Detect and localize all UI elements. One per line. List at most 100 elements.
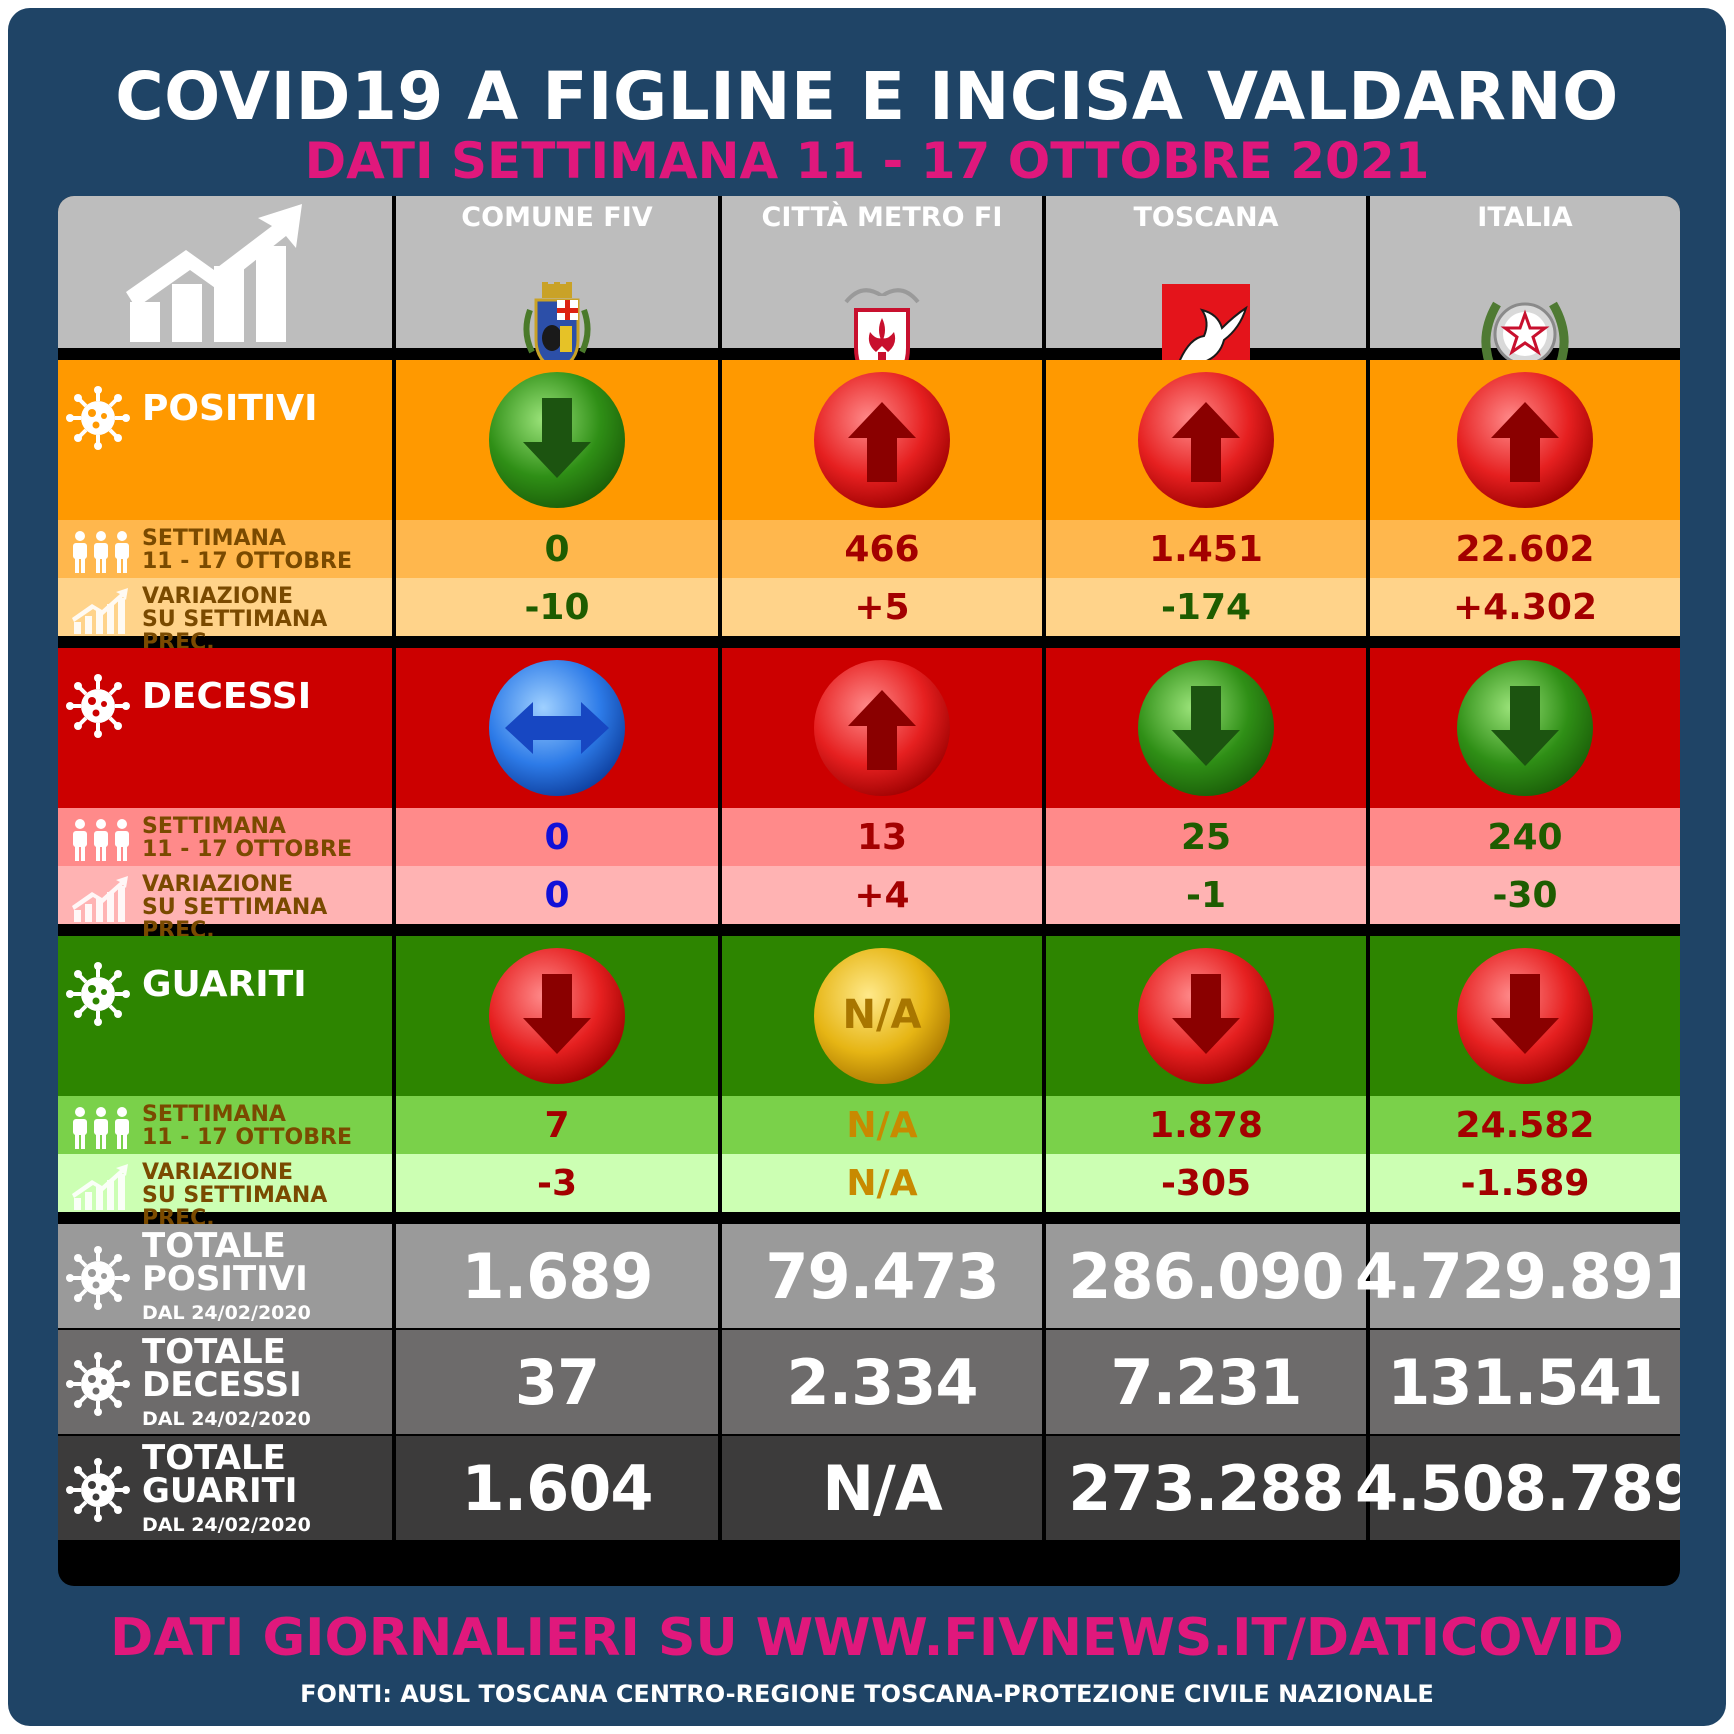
variation-value: -1.589 (1370, 1154, 1680, 1212)
total-value: 37 (396, 1330, 718, 1434)
week-value: 22.602 (1370, 520, 1680, 578)
footer-link-text: DATI GIORNALIERI SU WWW.FIVNEWS.IT/DATIC… (110, 1608, 1624, 1668)
week-value: 1.878 (1046, 1096, 1366, 1154)
total-value: 2.334 (722, 1330, 1042, 1434)
row-label-week: SETTIMANA 11 - 17 OTTOBRE (58, 520, 392, 578)
trend-cell (722, 648, 1042, 808)
total-label-decessi: TOTALE DECESSI DAL 24/02/2020 (58, 1330, 392, 1434)
week-value: 24.582 (1370, 1096, 1680, 1154)
total-label-line: TOTALE (142, 1332, 286, 1372)
total-value: 286.090 (1046, 1224, 1366, 1328)
total-label-positivi: TOTALE POSITIVI DAL 24/02/2020 (58, 1224, 392, 1328)
virus-icon (66, 386, 130, 454)
row-label-text: VARIAZIONE SU SETTIMANA PREC. (142, 873, 392, 942)
trend-down-red-icon (1455, 946, 1595, 1086)
section-title: GUARITI (142, 964, 307, 1005)
page-title: COVID19 A FIGLINE E INCISA VALDARNO (115, 58, 1619, 135)
variation-value: -10 (396, 578, 718, 636)
footer-sources: FONTI: AUSL TOSCANA CENTRO-REGIONE TOSCA… (300, 1680, 1434, 1708)
trend-cell (396, 360, 718, 520)
row-label-week: SETTIMANA 11 - 17 OTTOBRE (58, 808, 392, 866)
row-label-variation: VARIAZIONE SU SETTIMANA PREC. (58, 578, 392, 654)
total-value: 4.729.891 (1355, 1224, 1680, 1328)
total-label-line: POSITIVI (142, 1259, 308, 1299)
trend-down-red-icon (487, 946, 627, 1086)
total-label-text: TOTALE DECESSI (142, 1332, 302, 1405)
column-title: COMUNE FIV (461, 202, 653, 233)
week-value: 1.451 (1046, 520, 1366, 578)
section-header-guariti: GUARITI (58, 936, 392, 1096)
week-value: 466 (722, 520, 1042, 578)
row-label-line: 11 - 17 OTTOBRE (142, 837, 352, 862)
column-title: ITALIA (1477, 202, 1573, 233)
variation-value: +4 (722, 866, 1042, 924)
variation-value: N/A (722, 1154, 1042, 1212)
total-label-line: DECESSI (142, 1365, 302, 1405)
virus-icon (66, 1246, 130, 1314)
row-label-line: 11 - 17 OTTOBRE (142, 1125, 352, 1150)
trend-cell (396, 648, 718, 808)
trend-down-green-icon (1455, 658, 1595, 798)
total-label-line: GUARITI (142, 1471, 298, 1511)
total-label-text: TOTALE POSITIVI (142, 1226, 308, 1299)
column-title: TOSCANA (1133, 202, 1279, 233)
trend-down-green-icon (487, 370, 627, 510)
total-value: 4.508.789 (1355, 1436, 1680, 1540)
column-header: TOSCANA (1046, 196, 1366, 392)
row-label-variation: VARIAZIONE SU SETTIMANA PREC. (58, 866, 392, 942)
trend-up-red-icon (1136, 370, 1276, 510)
virus-icon (66, 1458, 130, 1526)
variation-value: +5 (722, 578, 1042, 636)
row-label-line: VARIAZIONE (142, 872, 293, 897)
total-since: DAL 24/02/2020 (142, 1408, 311, 1430)
row-label-text: SETTIMANA 11 - 17 OTTOBRE (142, 527, 352, 573)
section-header-positivi: POSITIVI (58, 360, 392, 520)
trend-cell (722, 360, 1042, 520)
row-label-line: SETTIMANA (142, 526, 286, 551)
trend-cell (1046, 936, 1366, 1096)
total-value: 79.473 (722, 1224, 1042, 1328)
trend-na-label: N/A (842, 992, 922, 1038)
total-value: 1.604 (396, 1436, 718, 1540)
total-value: 273.288 (1046, 1436, 1366, 1540)
total-label-text: TOTALE GUARITI (142, 1438, 298, 1511)
variation-value: -174 (1046, 578, 1366, 636)
week-value: 25 (1046, 808, 1366, 866)
total-since: DAL 24/02/2020 (142, 1302, 311, 1324)
column-header: COMUNE FIV (396, 196, 718, 386)
total-label-line: TOTALE (142, 1438, 286, 1478)
trend-up-red-icon (1455, 370, 1595, 510)
growth-chart-icon (126, 204, 306, 348)
trend-down-green-icon (1136, 658, 1276, 798)
virus-icon (66, 674, 130, 742)
total-value: 7.231 (1046, 1330, 1366, 1434)
section-title: POSITIVI (142, 388, 318, 429)
trend-cell (1046, 648, 1366, 808)
row-label-line: SETTIMANA (142, 814, 286, 839)
row-label-text: VARIAZIONE SU SETTIMANA PREC. (142, 1161, 392, 1230)
trend-cell (396, 936, 718, 1096)
total-value: 131.541 (1370, 1330, 1680, 1434)
page-subtitle: DATI SETTIMANA 11 - 17 OTTOBRE 2021 (304, 132, 1430, 190)
trend-up-red-icon (812, 370, 952, 510)
virus-icon (66, 962, 130, 1030)
trend-cell: N/A (722, 936, 1042, 1096)
row-label-line: SETTIMANA (142, 1102, 286, 1127)
variation-value: -3 (396, 1154, 718, 1212)
week-value: N/A (722, 1096, 1042, 1154)
column-header: ITALIA (1370, 196, 1680, 388)
total-since: DAL 24/02/2020 (142, 1514, 311, 1536)
variation-value: -30 (1370, 866, 1680, 924)
trend-na-yellow-icon: N/A (812, 946, 952, 1086)
variation-value: +4.302 (1370, 578, 1680, 636)
week-value: 240 (1370, 808, 1680, 866)
row-label-text: SETTIMANA 11 - 17 OTTOBRE (142, 815, 352, 861)
row-label-line: VARIAZIONE (142, 584, 293, 609)
variation-value: 0 (396, 866, 718, 924)
week-value: 13 (722, 808, 1042, 866)
total-label-line: TOTALE (142, 1226, 286, 1266)
column-title: CITTÀ METRO FI (761, 202, 1003, 233)
section-header-decessi: DECESSI (58, 648, 392, 808)
section-title: DECESSI (142, 676, 312, 717)
trend-cell (1370, 936, 1680, 1096)
